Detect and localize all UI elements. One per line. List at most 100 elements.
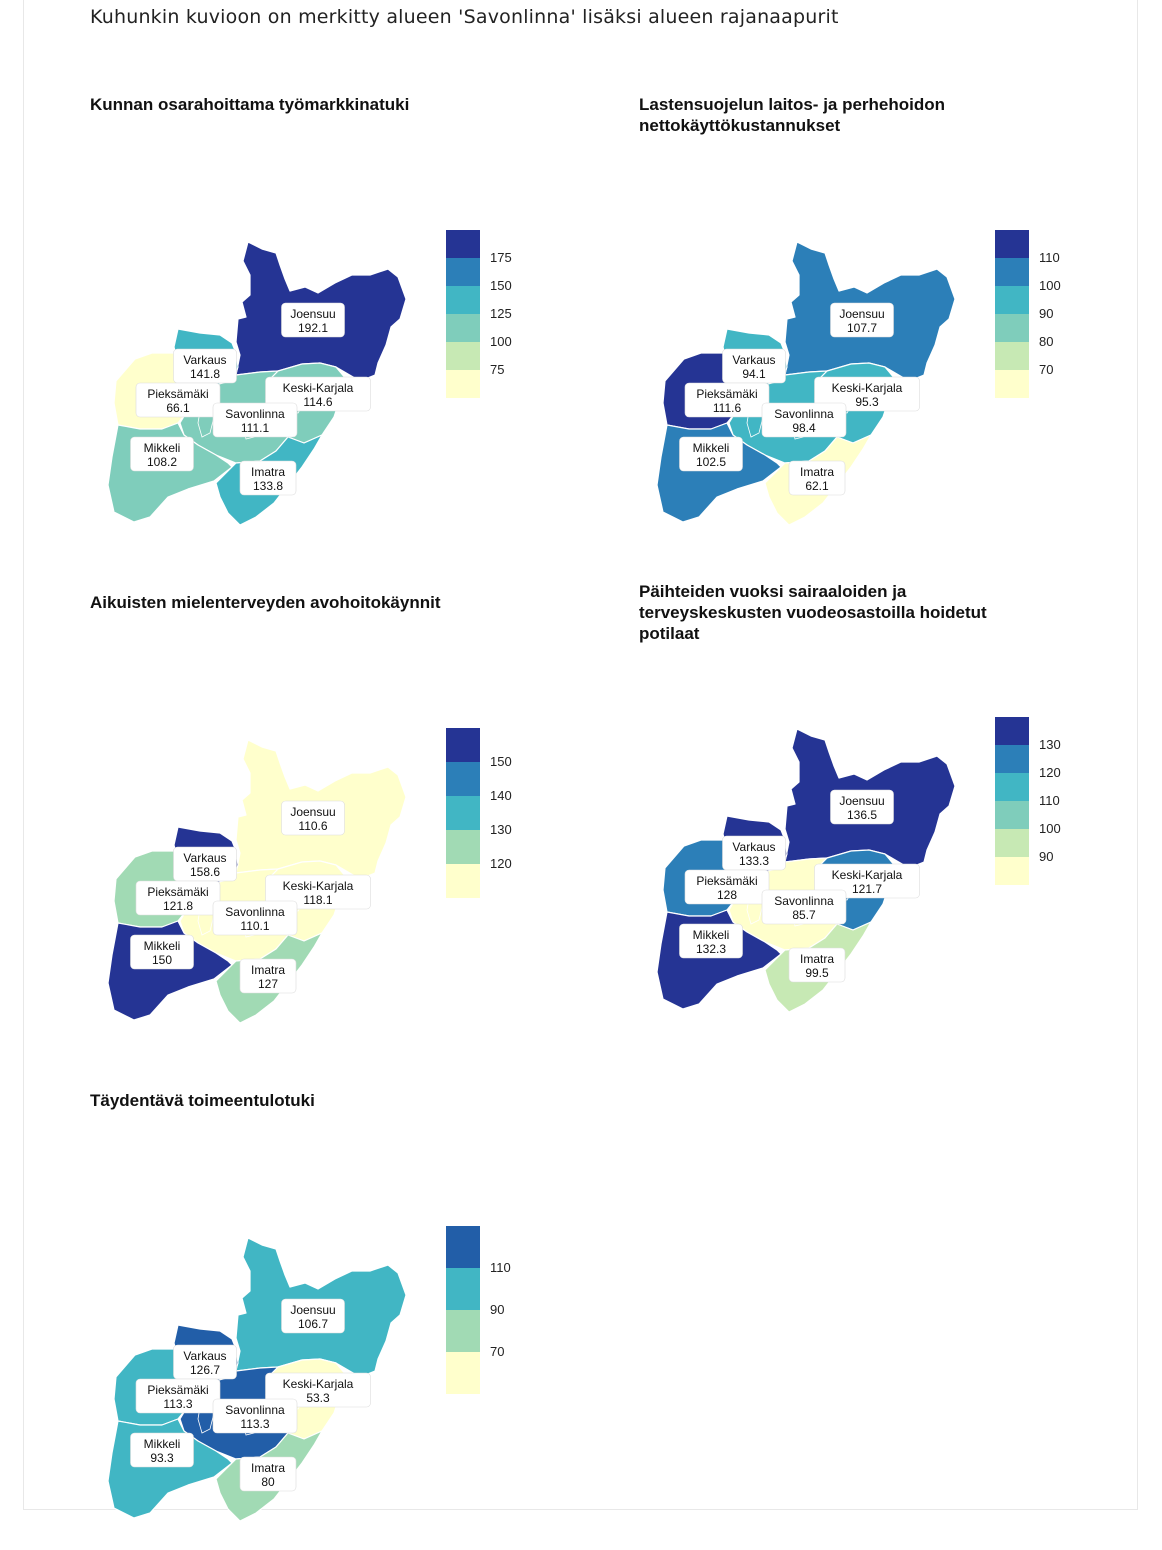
- region-name: Imatra: [800, 952, 834, 966]
- legend-tick-label: 100: [1039, 821, 1061, 836]
- region-name: Keski-Karjala: [283, 879, 354, 893]
- region-name: Joensuu: [839, 794, 884, 808]
- legend-swatch: [446, 1268, 480, 1310]
- region-name: Varkaus: [732, 353, 775, 367]
- region-name: Keski-Karjala: [283, 381, 354, 395]
- region-name: Pieksämäki: [696, 874, 757, 888]
- legend-swatch: [446, 796, 480, 830]
- legend-tick-label: 120: [490, 856, 512, 871]
- region-name: Pieksämäki: [696, 387, 757, 401]
- region-name: Joensuu: [290, 307, 335, 321]
- map-regions: Joensuu106.7Varkaus126.7Pieksämäki113.3K…: [107, 1237, 407, 1522]
- region-labels: Joensuu136.5Varkaus133.3Pieksämäki128Kes…: [679, 789, 920, 983]
- region-value: 62.1: [805, 479, 829, 493]
- region-value: 114.6: [303, 395, 332, 409]
- map-regions: Joensuu192.1Varkaus141.8Pieksämäki66.1Ke…: [107, 241, 407, 526]
- region-value: 111.1: [241, 421, 270, 435]
- legend-tick-label: 90: [1039, 849, 1053, 864]
- choropleth-map: Joensuu107.7Varkaus94.1Pieksämäki111.6Ke…: [656, 230, 1061, 526]
- region-labels: Joensuu106.7Varkaus126.7Pieksämäki113.3K…: [130, 1298, 371, 1492]
- region-value: 93.3: [150, 1451, 174, 1465]
- legend-swatch: [995, 370, 1029, 398]
- region-name: Joensuu: [839, 307, 884, 321]
- legend-swatch: [995, 773, 1029, 801]
- legend-swatch: [446, 728, 480, 762]
- region-name: Savonlinna: [225, 407, 285, 421]
- color-legend: 150 140 130 120: [446, 728, 512, 898]
- legend-swatch: [446, 864, 480, 898]
- region-value: 133.3: [739, 854, 769, 868]
- region-name: Pieksämäki: [147, 1383, 208, 1397]
- region-value: 85.7: [792, 908, 816, 922]
- region-value: 80: [261, 1475, 275, 1489]
- region-value: 121.7: [852, 882, 882, 896]
- legend-swatch: [995, 314, 1029, 342]
- panel-title: Lastensuojelun laitos- ja perhehoidon ne…: [639, 95, 946, 135]
- region-value: 132.3: [696, 942, 726, 956]
- region-name: Pieksämäki: [147, 885, 208, 899]
- region-name: Joensuu: [290, 805, 335, 819]
- region-name: Imatra: [251, 1461, 285, 1475]
- legend-swatch: [446, 1310, 480, 1352]
- legend-tick-label: 150: [490, 754, 512, 769]
- region-name: Varkaus: [183, 851, 226, 865]
- panel-title: Kunnan osarahoittama työmarkkinatuki: [90, 95, 410, 114]
- map-panel-2: Aikuisten mielenterveyden avohoitokäynni…: [90, 592, 560, 1052]
- region-labels: Joensuu107.7Varkaus94.1Pieksämäki111.6Ke…: [679, 302, 920, 496]
- region-value: 118.1: [303, 893, 332, 907]
- region-name: Varkaus: [183, 353, 226, 367]
- legend-swatch: [995, 717, 1029, 745]
- legend-swatch: [446, 314, 480, 342]
- region-value: 158.6: [190, 865, 220, 879]
- legend-swatch: [995, 258, 1029, 286]
- region-value: 113.3: [240, 1417, 269, 1431]
- legend-swatch: [995, 745, 1029, 773]
- legend-tick-label: 70: [1039, 362, 1053, 377]
- region-value: 110.6: [298, 819, 327, 833]
- region-name: Savonlinna: [225, 905, 285, 919]
- region-name: Mikkeli: [144, 939, 181, 953]
- panel-title: Täydentävä toimeentulotuki: [90, 1091, 315, 1110]
- region-value: 127: [258, 977, 278, 991]
- choropleth-map: Joensuu136.5Varkaus133.3Pieksämäki128Kes…: [656, 717, 1061, 1013]
- region-value: 136.5: [847, 808, 877, 822]
- region-name: Keski-Karjala: [832, 381, 903, 395]
- region-value: 128: [717, 888, 737, 902]
- legend-tick-label: 130: [490, 822, 512, 837]
- legend-tick-label: 90: [1039, 306, 1053, 321]
- region-name: Joensuu: [290, 1303, 335, 1317]
- legend-swatch: [446, 342, 480, 370]
- color-legend: 130 120 110 100 90: [995, 717, 1061, 885]
- legend-tick-label: 140: [490, 788, 512, 803]
- legend-swatch: [446, 762, 480, 796]
- legend-swatch: [446, 1352, 480, 1394]
- region-value: 108.2: [147, 455, 177, 469]
- region-value: 126.7: [190, 1363, 220, 1377]
- legend-swatch: [995, 286, 1029, 314]
- legend-tick-label: 120: [1039, 765, 1061, 780]
- region-value: 150: [152, 953, 172, 967]
- legend-tick-label: 110: [490, 1260, 511, 1275]
- legend-tick-label: 110: [1039, 793, 1060, 808]
- color-legend: 110 90 70: [446, 1226, 511, 1394]
- panel-title: Päihteiden vuoksi sairaaloiden ja tervey…: [639, 582, 987, 643]
